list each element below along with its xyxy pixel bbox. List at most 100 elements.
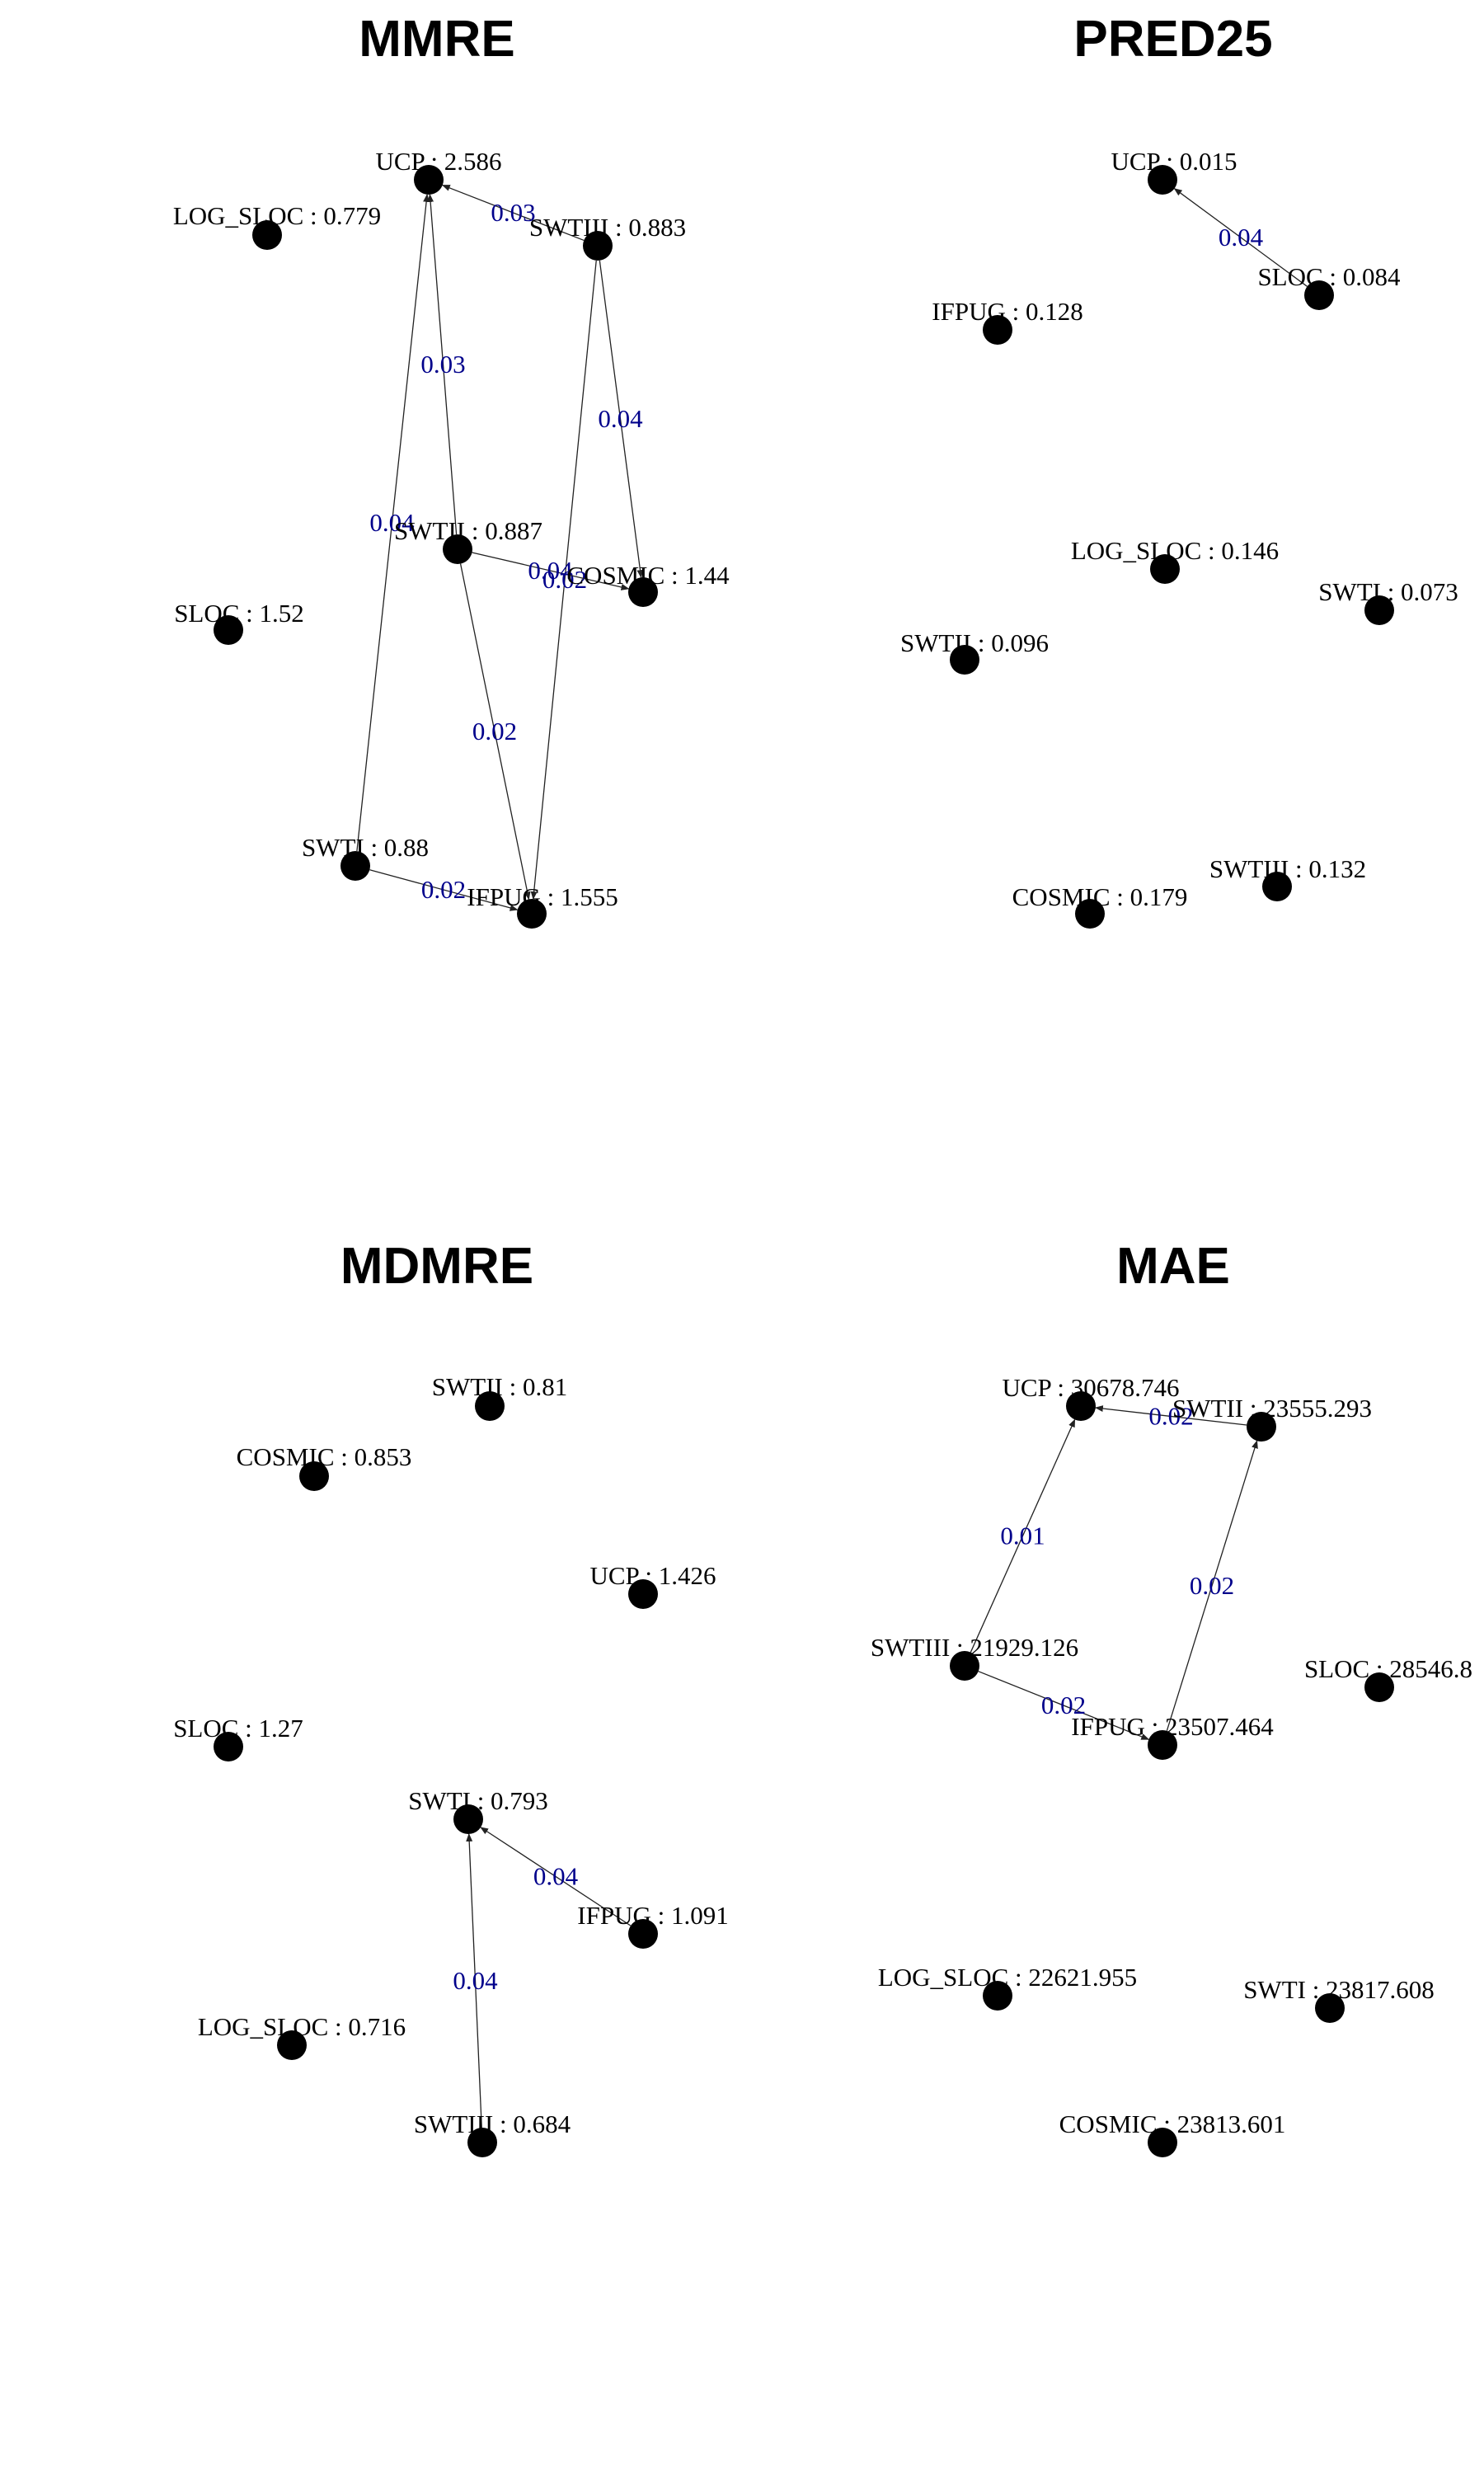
node-ucp: [628, 1579, 658, 1609]
edge-swti-to-ifpug: [369, 869, 519, 911]
edge-weight-label: 0.04: [533, 1862, 579, 1891]
edge-weight-label: 0.04: [1219, 223, 1264, 252]
panel-pred25: PRED25 0.04 UCP : 0.015 SLOC : 0.084 IFPUG :…: [900, 11, 1458, 929]
node-label-ucp: UCP : 30678.746: [1002, 1373, 1179, 1402]
node-log-sloc: [252, 220, 282, 250]
node-swtii: [443, 534, 472, 564]
node-cosmic: [299, 1461, 329, 1491]
node-cosmic: [1075, 899, 1105, 929]
node-label-swti: SWTI : 23817.608: [1243, 1975, 1435, 2004]
edge-ifpug-to-swti: [480, 1827, 632, 1926]
node-label-ucp: UCP : 0.015: [1111, 147, 1237, 176]
node-label-swti: SWTI : 0.793: [408, 1786, 548, 1815]
node-label-swtiii: SWTIII : 21929.126: [871, 1633, 1078, 1662]
node-label-log-sloc: LOG_SLOC : 22621.955: [878, 1963, 1137, 1992]
node-label-ifpug: IFPUG : 0.128: [932, 297, 1082, 326]
panel-title: MDMRE: [340, 1238, 533, 1295]
panel-title: PRED25: [1073, 11, 1272, 68]
edge-weight-label: 0.04: [453, 1966, 498, 1995]
node-label-log-sloc: LOG_SLOC : 0.716: [198, 2012, 406, 2041]
node-ucp: [414, 165, 444, 195]
node-swtii: [1247, 1412, 1276, 1442]
node-swtii: [950, 645, 979, 675]
node-swtii: [475, 1391, 505, 1421]
edge-swti-to-ucp: [356, 193, 430, 852]
node-label-ifpug: IFPUG : 1.091: [577, 1901, 728, 1930]
node-ucp: [1148, 165, 1177, 195]
node-label-cosmic: COSMIC : 0.179: [1012, 882, 1188, 911]
node-ucp: [1066, 1391, 1096, 1421]
node-swtiii: [583, 231, 613, 261]
edge-weight-label: 0.02: [472, 717, 517, 745]
node-label-swtii: SWTII : 0.887: [394, 516, 542, 545]
edge-weight-label: 0.02: [1190, 1571, 1234, 1600]
node-swtiii: [1262, 872, 1292, 901]
edges: 0.04 0.04: [453, 1827, 632, 2128]
edge-weight-label: 0.02: [421, 875, 466, 904]
node-swti: [340, 851, 370, 881]
node-log-sloc: [277, 2030, 307, 2060]
edge-swtiii-to-ifpug: [978, 1671, 1150, 1740]
edge-weight-label: 0.02: [542, 565, 587, 594]
node-cosmic: [1148, 2128, 1177, 2157]
node-label-cosmic: COSMIC : 1.44: [566, 561, 730, 590]
node-cosmic: [628, 577, 658, 607]
node-sloc: [214, 1732, 243, 1761]
node-log-sloc: [1150, 554, 1180, 584]
node-label-swtiii: SWTIII : 0.684: [414, 2109, 571, 2138]
node-swti: [1315, 1993, 1345, 2023]
node-label-sloc: SLOC : 0.084: [1257, 262, 1401, 291]
edges: 0.030.030.040.040.020.040.020.02: [356, 184, 644, 911]
nodes: UCP : 0.015 SLOC : 0.084 IFPUG : 0.128 LOG_…: [900, 147, 1458, 929]
node-ifpug: [628, 1919, 658, 1949]
node-log-sloc: [983, 1981, 1012, 2011]
edge-sloc-to-ucp: [1173, 188, 1308, 287]
node-label-ifpug: IFPUG : 23507.464: [1071, 1712, 1274, 1741]
node-label-log-sloc: LOG_SLOC : 0.146: [1071, 536, 1279, 565]
edge-weight-label: 0.04: [598, 404, 643, 433]
node-label-log-sloc: LOG_SLOC : 0.779: [173, 201, 381, 230]
node-label-cosmic: COSMIC : 23813.601: [1059, 2109, 1286, 2138]
edge-weight-label: 0.04: [369, 508, 415, 537]
nodes: SWTII : 0.81 COSMIC : 0.853 UCP : 1.426 SLO…: [173, 1372, 729, 2157]
edge-weight-label: 0.02: [1041, 1691, 1086, 1719]
node-ifpug: [1148, 1730, 1177, 1760]
edge-weight-label: 0.04: [528, 556, 573, 585]
node-sloc: [1304, 280, 1334, 310]
node-label-swtii: SWTII : 0.096: [900, 628, 1049, 657]
panel-mmre: MMRE0.030.030.040.040.020.040.020.02UCP …: [173, 11, 730, 929]
node-label-swtiii: SWTIII : 0.883: [529, 213, 686, 242]
node-swtiii: [950, 1651, 979, 1681]
node-label-swti: SWTI : 0.073: [1318, 577, 1458, 606]
edge-swtiii-to-ucp: [970, 1418, 1076, 1653]
edge-weight-label: 0.01: [1000, 1522, 1045, 1550]
node-label-sloc: SLOC : 1.52: [174, 599, 304, 628]
edge-swtii-to-ifpug: [459, 563, 531, 901]
edge-weight-label: 0.02: [1148, 1402, 1193, 1431]
panel-mdmre: MDMRE 0.04 0.04 SWTII : 0.81 COSMIC : 0.853 U…: [173, 1238, 729, 2157]
edge-swtiii-to-ifpug: [530, 260, 597, 901]
edge-swtiii-to-swti: [466, 1832, 482, 2128]
node-label-swti: SWTI : 0.88: [302, 833, 429, 862]
node-swti: [453, 1804, 483, 1834]
edge-swtii-to-cosmic: [472, 552, 630, 590]
node-ifpug: [983, 315, 1012, 345]
node-label-swtiii: SWTIII : 0.132: [1209, 854, 1366, 883]
node-label-ifpug: IFPUG : 1.555: [467, 882, 618, 911]
node-label-swtii: SWTII : 0.81: [432, 1372, 567, 1401]
node-swti: [1364, 595, 1394, 625]
edge-swtii-to-ucp: [427, 193, 458, 535]
node-label-swtii: SWTII : 23555.293: [1172, 1394, 1372, 1423]
node-swtiii: [467, 2128, 497, 2157]
node-sloc: [1364, 1672, 1394, 1702]
edge-weight-label: 0.03: [420, 350, 465, 379]
edge-swtii-to-ucp: [1094, 1405, 1247, 1426]
edge-swtiii-to-ucp: [441, 184, 585, 242]
edge-swtiii-to-cosmic: [599, 260, 644, 579]
node-label-cosmic: COSMIC : 0.853: [237, 1442, 412, 1471]
edge-ifpug-to-swtii: [1166, 1440, 1258, 1732]
node-label-sloc: SLOC : 28546.8: [1304, 1654, 1472, 1683]
panel-title: MMRE: [359, 11, 514, 68]
